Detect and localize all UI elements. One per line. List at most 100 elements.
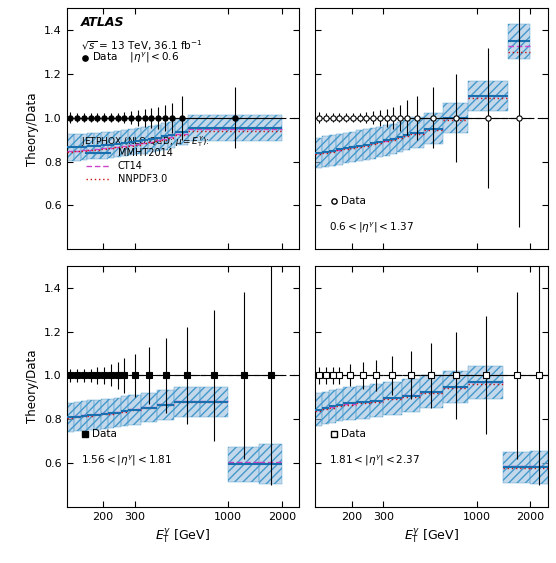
- Bar: [383, 125, 390, 156]
- Bar: [443, 370, 468, 404]
- Bar: [161, 123, 168, 150]
- Bar: [161, 123, 168, 150]
- Bar: [101, 132, 108, 159]
- Bar: [108, 132, 115, 158]
- Bar: [315, 394, 322, 426]
- Bar: [101, 132, 108, 159]
- Bar: [443, 370, 468, 404]
- Bar: [424, 114, 443, 144]
- Legend: MMHT2014, CT14, NNPDF3.0: MMHT2014, CT14, NNPDF3.0: [86, 148, 172, 184]
- Bar: [157, 390, 174, 420]
- Text: ATLAS: ATLAS: [81, 16, 124, 29]
- Bar: [336, 134, 342, 165]
- Bar: [174, 387, 200, 417]
- Y-axis label: Theory/Data: Theory/Data: [26, 350, 38, 423]
- Bar: [349, 132, 356, 162]
- Bar: [141, 393, 157, 422]
- Bar: [403, 120, 410, 150]
- Bar: [356, 130, 363, 161]
- Bar: [175, 119, 188, 145]
- Bar: [87, 133, 94, 159]
- Bar: [155, 125, 161, 151]
- Bar: [74, 401, 81, 431]
- Bar: [67, 134, 74, 160]
- Bar: [260, 444, 282, 484]
- Bar: [315, 137, 322, 168]
- Bar: [67, 403, 74, 432]
- Bar: [148, 126, 155, 153]
- Bar: [468, 366, 503, 399]
- Bar: [115, 397, 121, 427]
- Bar: [200, 387, 228, 417]
- Bar: [228, 446, 260, 481]
- Bar: [383, 382, 401, 415]
- Bar: [115, 397, 121, 427]
- Bar: [168, 122, 175, 148]
- Y-axis label: Theory/Data: Theory/Data: [26, 92, 38, 166]
- Text: $1.56 < |\eta^{\gamma}| < 1.81$: $1.56 < |\eta^{\gamma}| < 1.81$: [81, 454, 172, 468]
- Bar: [401, 379, 420, 412]
- Text: $1.81 < |\eta^{\gamma}| < 2.37$: $1.81 < |\eta^{\gamma}| < 2.37$: [329, 454, 420, 468]
- Bar: [135, 128, 141, 154]
- Bar: [128, 129, 135, 155]
- Bar: [67, 403, 74, 432]
- Bar: [383, 382, 401, 415]
- Bar: [115, 131, 121, 157]
- Bar: [356, 386, 370, 418]
- Bar: [370, 385, 383, 417]
- Bar: [108, 399, 115, 428]
- Bar: [155, 125, 161, 151]
- Bar: [128, 129, 135, 155]
- Bar: [101, 399, 108, 429]
- Bar: [503, 452, 530, 482]
- Bar: [87, 400, 94, 430]
- Bar: [370, 128, 376, 159]
- Text: Data    $|\eta^{\gamma}| < 0.6$: Data $|\eta^{\gamma}| < 0.6$: [92, 51, 180, 65]
- Bar: [141, 127, 148, 154]
- Bar: [200, 387, 228, 417]
- Bar: [336, 388, 342, 421]
- Bar: [363, 129, 370, 160]
- Bar: [363, 129, 370, 160]
- Bar: [81, 401, 87, 431]
- Bar: [94, 133, 101, 159]
- Bar: [67, 134, 74, 160]
- Bar: [336, 134, 342, 165]
- Bar: [468, 366, 503, 399]
- Bar: [87, 133, 94, 159]
- Bar: [108, 132, 115, 158]
- Bar: [468, 81, 508, 111]
- Bar: [121, 130, 128, 157]
- Bar: [401, 379, 420, 412]
- Bar: [390, 123, 397, 154]
- Text: JETPHOX (NLO QCD; $\mu = E_{\rm T}^{\gamma}$):: JETPHOX (NLO QCD; $\mu = E_{\rm T}^{\gam…: [81, 133, 209, 149]
- Bar: [443, 102, 468, 133]
- Bar: [376, 127, 383, 157]
- Bar: [330, 135, 336, 166]
- Bar: [330, 135, 336, 166]
- Bar: [349, 132, 356, 162]
- X-axis label: $E_{\rm T}^{\gamma}$ [GeV]: $E_{\rm T}^{\gamma}$ [GeV]: [404, 527, 459, 546]
- Text: Data: Data: [92, 430, 117, 440]
- Bar: [370, 128, 376, 159]
- Bar: [397, 122, 403, 153]
- Bar: [390, 123, 397, 154]
- Bar: [108, 399, 115, 428]
- Bar: [424, 114, 443, 144]
- X-axis label: $E_{\rm T}^{\gamma}$ [GeV]: $E_{\rm T}^{\gamma}$ [GeV]: [156, 527, 210, 546]
- Bar: [342, 133, 349, 163]
- Bar: [508, 24, 530, 59]
- Bar: [81, 133, 87, 160]
- Bar: [342, 387, 356, 420]
- Bar: [141, 393, 157, 422]
- Bar: [115, 131, 121, 157]
- Bar: [376, 127, 383, 157]
- Bar: [260, 444, 282, 484]
- Bar: [356, 386, 370, 418]
- Bar: [420, 376, 443, 408]
- Bar: [128, 395, 141, 425]
- Bar: [188, 115, 282, 141]
- Bar: [74, 134, 81, 160]
- Bar: [157, 390, 174, 420]
- Bar: [94, 133, 101, 159]
